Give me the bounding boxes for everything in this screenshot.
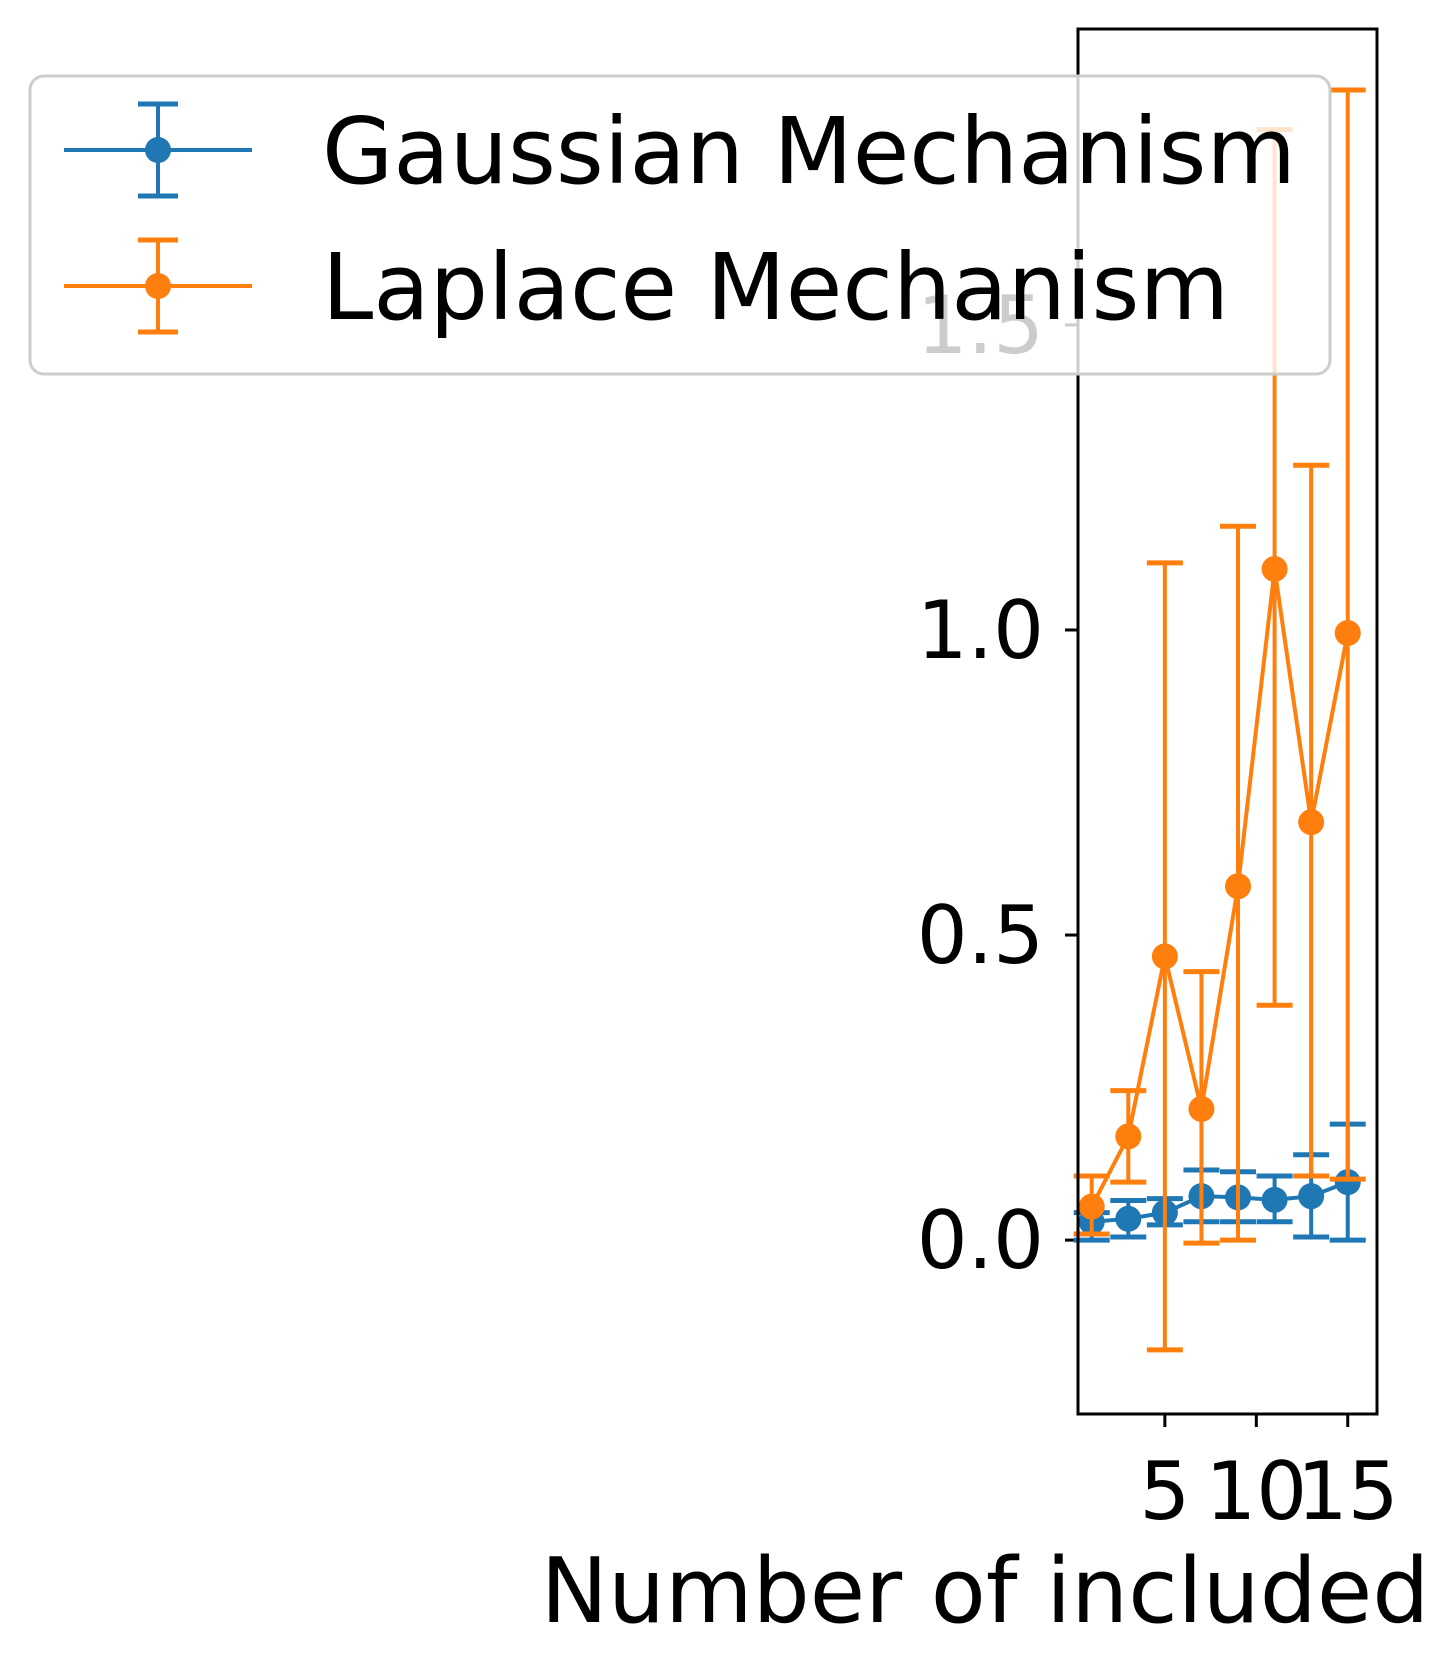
data-point [1298, 809, 1325, 836]
series-line [1089, 568, 1350, 1208]
data-point [1225, 873, 1252, 900]
data-point [1261, 555, 1288, 582]
legend-box [28, 74, 1332, 376]
data-point [1188, 1095, 1215, 1122]
y-axis-ticks: 0.00.51.01.5 [917, 279, 1078, 1287]
legend-item: Laplace Mechanism [64, 234, 1229, 341]
data-point [1261, 1186, 1288, 1213]
x-tick-label: 10 [1205, 1445, 1307, 1538]
legend-item: Gaussian Mechanism [64, 98, 1296, 205]
legend: Gaussian Mechanism Laplace Mechanism [28, 74, 1332, 376]
data-point [1115, 1205, 1142, 1232]
legend-label: Gaussian Mechanism [322, 98, 1296, 205]
plot-frame [1076, 27, 1379, 1416]
legend-label: Laplace Mechanism [322, 234, 1229, 341]
data-point [1078, 1193, 1105, 1220]
data-point [1298, 1183, 1325, 1210]
data-point [1334, 1169, 1361, 1196]
y-tick-label: 1.0 [917, 584, 1044, 677]
data-point [1334, 620, 1361, 647]
legend-marker [145, 137, 171, 163]
data-point [1115, 1123, 1142, 1150]
data-point [1151, 943, 1178, 970]
y-tick-label: 0.0 [917, 1194, 1044, 1287]
legend-marker [145, 273, 171, 299]
x-axis-label: Number of included [541, 1539, 1430, 1644]
x-tick-label: 5 [1139, 1445, 1190, 1538]
y-tick-label: 0.5 [917, 889, 1044, 982]
x-tick-label: 15 [1297, 1445, 1399, 1538]
